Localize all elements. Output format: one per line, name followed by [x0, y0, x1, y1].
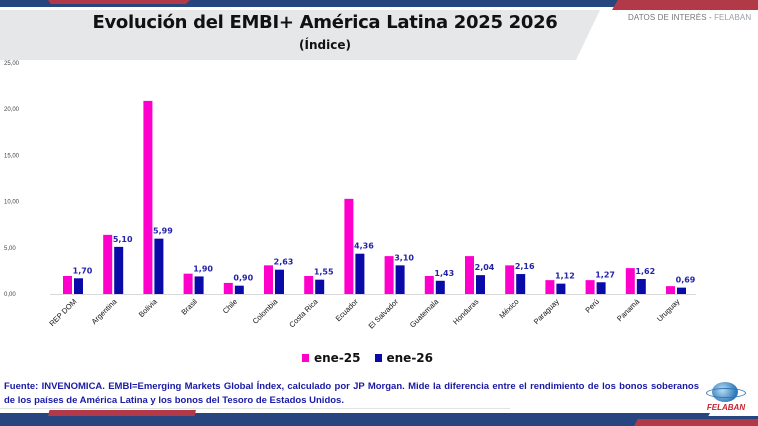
bar-ene-25 — [424, 275, 434, 294]
footer-divider — [0, 408, 510, 409]
data-label: 1,12 — [555, 272, 575, 281]
bar-ene-26 — [516, 274, 526, 294]
logo-text: FELABAN — [706, 403, 746, 412]
data-label: 2,04 — [475, 263, 495, 272]
bar-ene-26 — [74, 278, 83, 294]
data-label: 0,90 — [233, 274, 253, 283]
footer-accent-left — [48, 410, 196, 416]
data-label: 1,62 — [635, 267, 655, 276]
x-tick-label: Brasil — [179, 297, 199, 317]
datos-text: DATOS DE INTERÉS - — [628, 13, 715, 22]
x-axis: REP DOM Argentina Bolivia Brasil Chile Colomb… — [47, 294, 696, 331]
x-tick-label: Guatemala — [408, 296, 441, 329]
bar-ene-25 — [384, 256, 394, 294]
data-label: 5,10 — [113, 235, 133, 244]
source-note: Fuente: INVENOMICA. EMBI=Emerging Market… — [4, 381, 699, 406]
data-label: 3,10 — [394, 253, 414, 262]
bar-ene-25 — [223, 282, 233, 294]
title-band — [0, 10, 600, 60]
header-accent-left — [48, 0, 190, 4]
legend: ene-25 ene-26 — [302, 351, 433, 365]
bar-ene-26 — [114, 246, 124, 294]
footer-band — [0, 413, 710, 426]
bar-ene-26 — [476, 275, 485, 294]
bar-ene-25 — [545, 280, 555, 294]
y-tick-label: 15,00 — [4, 153, 20, 159]
bar-ene-26 — [556, 283, 566, 294]
bar-ene-26 — [395, 265, 405, 294]
felaban-logo: FELABAN — [700, 382, 752, 414]
bar-ene-26 — [234, 285, 244, 294]
data-label: 1,90 — [193, 264, 213, 273]
x-tick-label: Uruguay — [655, 297, 682, 324]
x-tick-label: Chile — [221, 297, 239, 315]
y-tick-label: 20,00 — [4, 107, 20, 113]
datos-brand: FELABAN — [714, 13, 752, 22]
legend-item-ene26: ene-26 — [374, 351, 434, 365]
data-label: 0,69 — [676, 276, 696, 285]
bar-chart: 0,00 5,00 10,00 15,00 20,00 25,00 1,70 5,10 5,9… — [4, 61, 696, 331]
y-axis: 0,00 5,00 10,00 15,00 20,00 25,00 — [4, 61, 20, 298]
data-label: 2,63 — [274, 258, 294, 267]
bar-ene-26 — [596, 282, 606, 294]
data-label: 1,55 — [314, 268, 334, 277]
x-tick-label: México — [497, 297, 520, 320]
legend-label-ene25: ene-25 — [314, 351, 361, 365]
data-label: 5,99 — [153, 227, 173, 236]
bar-ene-25 — [63, 275, 72, 294]
y-tick-label: 10,00 — [4, 200, 20, 206]
bar-ene-26 — [355, 253, 365, 294]
footer-accent-right — [634, 419, 758, 426]
bar-ene-25 — [143, 100, 153, 294]
x-tick-label: Argentina — [90, 296, 120, 326]
datos-label: DATOS DE INTERÉS - FELABAN — [628, 13, 751, 22]
bars — [63, 100, 686, 294]
legend-item-ene25: ene-25 — [302, 351, 361, 365]
x-tick-label: El Salvador — [367, 297, 401, 331]
y-tick-label: 5,00 — [4, 246, 16, 252]
legend-label-ene26: ene-26 — [386, 351, 434, 365]
y-tick-label: 25,00 — [4, 61, 20, 67]
data-label: 1,27 — [595, 270, 615, 279]
globe-ring-icon — [706, 388, 746, 398]
x-tick-label: Colombia — [251, 296, 280, 325]
chart-title: Evolución del EMBI+ América Latina 2025 … — [92, 12, 558, 33]
chart-subtitle: (Índice) — [299, 38, 351, 52]
data-label: 2,16 — [515, 262, 535, 271]
bar-ene-26 — [315, 279, 325, 294]
x-tick-label: REP DOM — [47, 297, 78, 328]
x-tick-label: Costa Rica — [287, 296, 320, 329]
bar-ene-26 — [275, 269, 284, 294]
bar-ene-25 — [505, 265, 515, 294]
bar-ene-25 — [183, 273, 193, 294]
bar-ene-26 — [194, 276, 204, 294]
bar-ene-25 — [103, 234, 113, 294]
x-tick-label: Panamá — [615, 296, 642, 323]
x-tick-label: Bolivia — [137, 296, 160, 319]
data-label: 1,43 — [434, 269, 454, 278]
bar-ene-25 — [585, 280, 595, 294]
data-label: 1,70 — [73, 266, 93, 275]
data-labels: 1,70 5,10 5,99 1,90 0,90 2,63 1,55 4,36 3,10 1,43… — [73, 227, 696, 285]
y-tick-label: 0,00 — [4, 292, 16, 298]
x-tick-label: Ecuador — [334, 297, 360, 323]
x-tick-label: Honduras — [451, 297, 481, 327]
bar-ene-26 — [636, 279, 646, 294]
bar-ene-26 — [677, 287, 686, 294]
bar-ene-25 — [625, 268, 635, 294]
legend-swatch-ene25 — [302, 354, 309, 362]
x-tick-label: Perú — [583, 297, 601, 315]
bar-ene-26 — [154, 238, 164, 294]
bar-ene-25 — [264, 265, 273, 294]
bar-ene-25 — [304, 275, 314, 294]
bar-ene-25 — [344, 198, 354, 294]
x-tick-label: Paraguay — [532, 297, 561, 326]
bar-ene-25 — [465, 256, 474, 294]
header-band — [0, 0, 758, 7]
data-label: 4,36 — [354, 242, 374, 251]
bar-ene-25 — [666, 286, 675, 294]
legend-swatch-ene26 — [374, 354, 382, 362]
bar-ene-26 — [435, 280, 445, 294]
header-accent-right — [612, 0, 758, 10]
